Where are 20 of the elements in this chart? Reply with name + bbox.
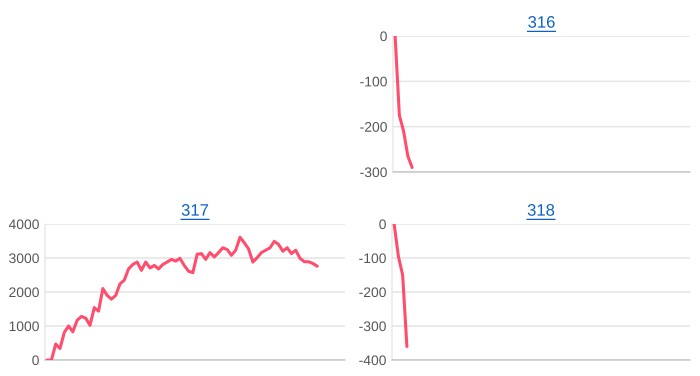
chart-title: 317 [182,204,208,216]
y-tick-label: 3000 [9,253,39,264]
line-series [46,236,319,360]
y-tick-label: 0 [380,31,387,42]
y-tick-label: -100 [360,76,387,87]
chart-title: 318 [528,204,554,216]
y-tick-label: 1000 [10,321,39,332]
y-tick-label: -100 [359,253,386,264]
y-tick-label: -200 [359,287,386,298]
y-tick-label: -300 [359,321,386,332]
y-tick-label: 4000 [8,219,39,230]
y-tick-label: 0 [379,219,386,230]
line-series [394,36,414,169]
line-series [392,224,408,348]
y-tick-label: 2000 [9,287,39,298]
chart-title: 316 [528,16,555,28]
y-tick-label: 0 [32,355,39,366]
y-tick-label: -400 [359,355,386,366]
y-tick-label: -300 [360,167,387,178]
y-tick-label: -200 [360,122,387,132]
